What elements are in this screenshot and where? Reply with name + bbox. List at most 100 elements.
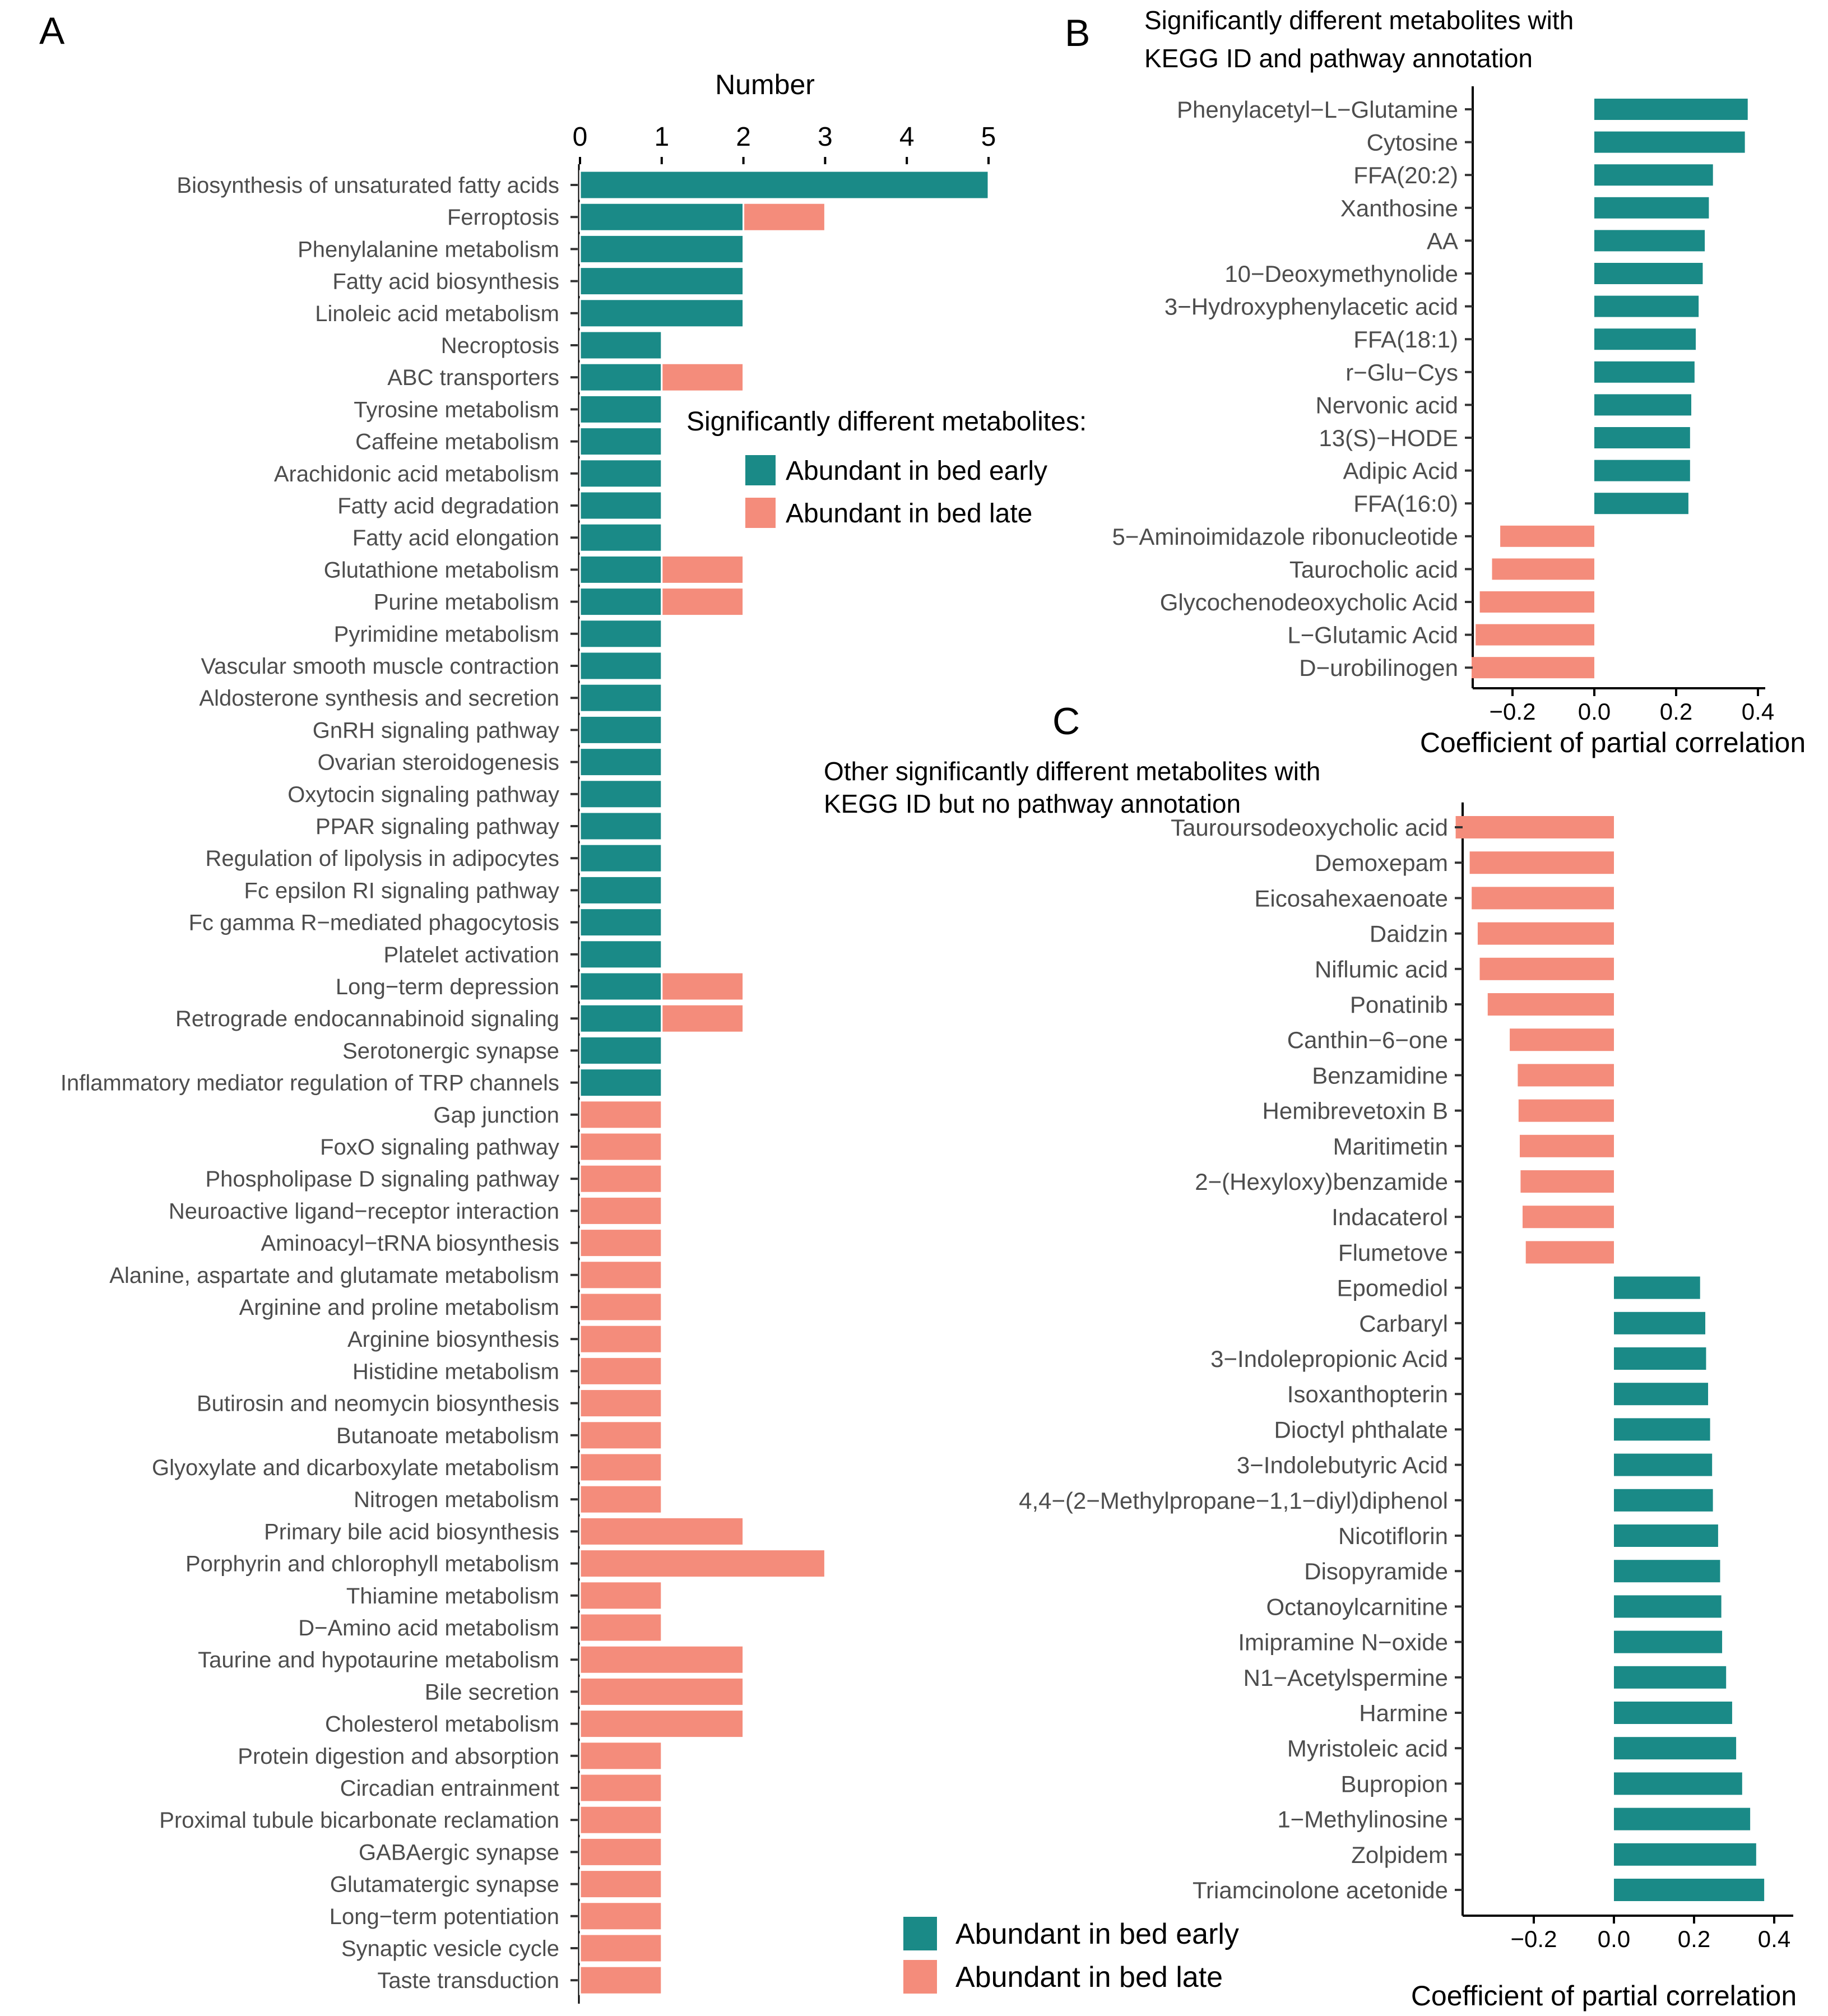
category-label-d-amino-acid-metabolism: D−Amino acid metabolism [298,1616,559,1640]
bar-early-arachidonic-acid-metabolism [579,458,663,489]
panel-b-label-glycochenodeoxycholic-acid: Glycochenodeoxycholic Acid [1160,589,1458,615]
panel-b-x-tick-label: 0.4 [1742,698,1774,725]
bar-late-retrograde-endocannabinoid-signaling [661,1003,745,1034]
panel-b-bar-aa [1594,230,1705,252]
bar-early-fatty-acid-elongation [579,522,663,553]
panel-b-label-13-s-hode: 13(S)−HODE [1319,425,1458,451]
panel-c-bar-indacaterol [1522,1206,1614,1229]
category-label-glutathione-metabolism: Glutathione metabolism [324,558,559,582]
bar-early-vascular-smooth-muscle-contraction [579,651,663,681]
panel-c-label-benzamidine: Benzamidine [1312,1062,1448,1088]
bar-early-necroptosis [579,330,663,360]
panel-a-letter: A [39,10,65,52]
panel-c-label-zolpidem: Zolpidem [1351,1842,1448,1868]
panel-c-title-line-1: Other significantly different metabolite… [824,757,1320,786]
panel-c-bar-demoxepam [1469,851,1614,874]
category-label-aminoacyl-trna-biosynthesis: Aminoacyl−tRNA biosynthesis [261,1231,559,1256]
bar-early-fc-gamma-r-mediated-phagocytosis [579,907,663,938]
panel-c-label-disopyramide: Disopyramide [1304,1558,1448,1584]
category-label-arginine-and-proline-metabolism: Arginine and proline metabolism [239,1295,559,1320]
panel-c-label-epomediol: Epomediol [1337,1275,1448,1301]
bar-late-bile-secretion [579,1676,745,1707]
panel-c-label-daidzin: Daidzin [1370,921,1448,947]
category-label-bile-secretion: Bile secretion [425,1680,559,1704]
panel-c-bar-ponatinib [1487,993,1614,1016]
panel-c-label-4-4-2-methylpropane-1-1-diyl-diphenol: 4,4−(2−Methylpropane−1,1−diyl)diphenol [1019,1487,1448,1514]
category-label-fc-gamma-r-mediated-phagocytosis: Fc gamma R−mediated phagocytosis [189,911,559,935]
bar-early-fatty-acid-degradation [579,490,663,521]
panel-b-label-d-urobilinogen: D−urobilinogen [1299,655,1458,681]
legend-label-late: Abundant in bed late [786,499,1032,529]
panel-c-x-tick-label: −0.2 [1511,1926,1557,1952]
category-label-platelet-activation: Platelet activation [383,943,559,967]
bar-late-thiamine-metabolism [579,1581,663,1611]
panel-b: B Significantly different metabolites wi… [1065,6,1806,758]
panel-c-label-carbaryl: Carbaryl [1359,1310,1448,1337]
bar-early-ovarian-steroidogenesis [579,747,663,777]
bar-early-abc-transporters [579,362,663,392]
bar-late-nitrogen-metabolism [579,1484,663,1514]
panel-b-title-line-2: KEGG ID and pathway annotation [1144,44,1533,73]
category-label-porphyrin-and-chlorophyll-metabolism: Porphyrin and chlorophyll metabolism [185,1552,559,1577]
panel-c-bar-eicosahexaenoate [1472,887,1614,910]
legend-title: Significantly different metabolites: [686,407,1087,437]
bar-early-tyrosine-metabolism [579,394,663,424]
bar-late-taste-transduction [579,1965,663,1995]
panel-c-bar-carbaryl [1614,1311,1706,1334]
panel-c-label-indacaterol: Indacaterol [1331,1204,1448,1230]
category-label-biosynthesis-of-unsaturated-fatty-acids: Biosynthesis of unsaturated fatty acids [177,173,559,198]
panel-c-label-demoxepam: Demoxepam [1315,850,1448,876]
category-label-alanine-aspartate-and-glutamate-metabolism: Alanine, aspartate and glutamate metabol… [109,1263,559,1288]
panel-b-label-ffa-16-0: FFA(16:0) [1353,490,1458,517]
category-label-circadian-entrainment: Circadian entrainment [340,1776,559,1801]
panel-a-x-tick-label: 2 [736,122,751,152]
category-label-nitrogen-metabolism: Nitrogen metabolism [354,1487,559,1512]
bar-late-arginine-and-proline-metabolism [579,1292,663,1322]
bar-late-circadian-entrainment [579,1773,663,1803]
panel-c-x-tick-label: 0.4 [1758,1926,1790,1952]
category-label-taste-transduction: Taste transduction [377,1968,559,1993]
bar-early-purine-metabolism [579,587,663,617]
panel-b-bar-3-hydroxyphenylacetic-acid [1594,295,1699,317]
bar-late-purine-metabolism [661,587,745,617]
panel-c-bar-disopyramide [1614,1560,1720,1583]
panel-c-label-3-indolebutyric-acid: 3−Indolebutyric Acid [1237,1452,1448,1479]
panel-a-x-tick-label: 0 [573,122,588,152]
panel-c-bar-canthin-6-one [1510,1028,1614,1051]
panel-c-bar-niflumic-acid [1479,957,1614,980]
category-label-vascular-smooth-muscle-contraction: Vascular smooth muscle contraction [201,654,559,679]
panel-c-axis-title: Coefficient of partial correlation [1411,1980,1797,2012]
panel-c-bar-nicotiflorin [1614,1524,1718,1547]
category-label-foxo-signaling-pathway: FoxO signaling pathway [320,1135,559,1160]
panel-c-bar-benzamidine [1518,1064,1614,1087]
bottom-legend-label-late: Abundant in bed late [955,1961,1223,1994]
category-label-neuroactive-ligand-receptor-interaction: Neuroactive ligand−receptor interaction [169,1199,559,1223]
panel-b-x-tick-label: 0.2 [1660,698,1692,725]
bar-late-histidine-metabolism [579,1356,663,1386]
panel-c-bar-1-methylinosine [1614,1808,1751,1830]
category-label-oxytocin-signaling-pathway: Oxytocin signaling pathway [287,782,559,807]
bar-late-gabaergic-synapse [579,1837,663,1867]
bar-late-porphyrin-and-chlorophyll-metabolism [579,1549,826,1579]
category-label-protein-digestion-and-absorption: Protein digestion and absorption [238,1744,559,1769]
bar-early-platelet-activation [579,939,663,970]
bar-early-serotonergic-synapse [579,1035,663,1065]
category-label-taurine-and-hypotaurine-metabolism: Taurine and hypotaurine metabolism [198,1648,559,1672]
legend-label-early: Abundant in bed early [786,456,1047,486]
category-label-proximal-tubule-bicarbonate-reclamation: Proximal tubule bicarbonate reclamation [159,1808,559,1833]
panel-c-label-myristoleic-acid: Myristoleic acid [1287,1735,1448,1762]
panel-a-x-tick-label: 5 [981,122,996,152]
panel-c-bar-2-hexyloxy-benzamide [1520,1170,1614,1193]
panel-c-bar-isoxanthopterin [1614,1383,1709,1406]
panel-c-bar-dioctyl-phthalate [1614,1418,1710,1441]
panel-c-x-tick-label: 0.2 [1678,1926,1710,1952]
panel-b-label-cytosine: Cytosine [1367,129,1458,156]
panel-a-bars [579,170,990,1995]
bar-late-butanoate-metabolism [579,1420,663,1450]
panel-a-axis-title: Number [715,69,815,100]
bar-early-long-term-depression [579,971,663,1002]
panel-c-bar-n1-acetylspermine [1614,1666,1727,1689]
panel-b-chart: −0.2 0.0 0.2 0.4 Phenylacetyl−L−Glutamine Cyt… [1112,86,1774,725]
bar-late-primary-bile-acid-biosynthesis [579,1516,745,1546]
panel-b-bar-ffa-16-0 [1594,493,1688,515]
